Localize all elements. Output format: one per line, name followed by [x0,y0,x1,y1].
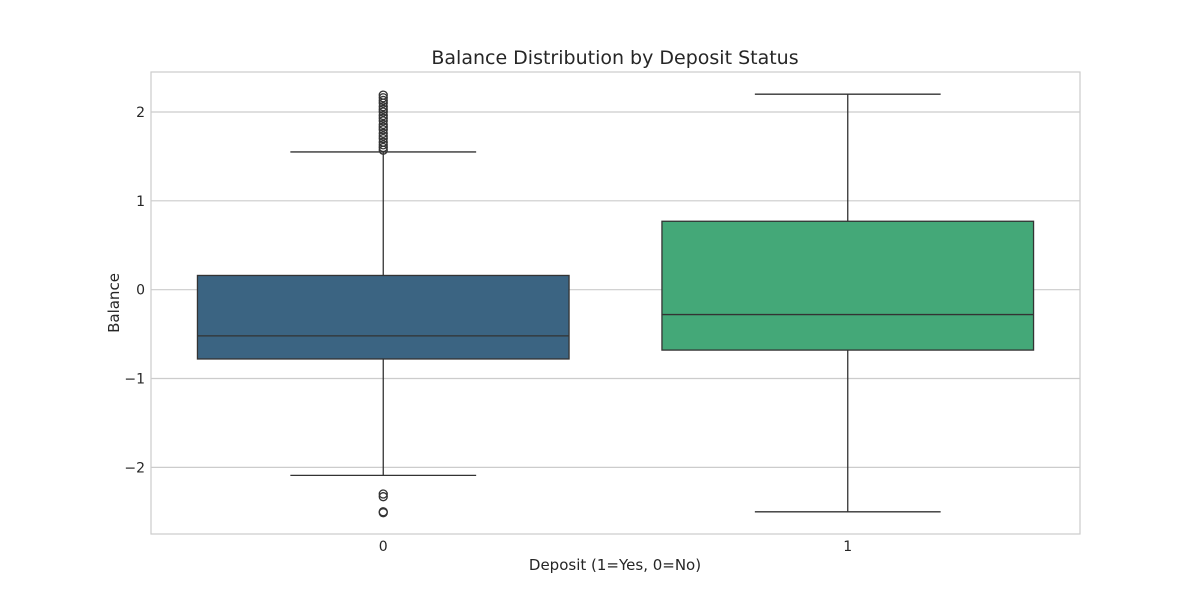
outlier-point [378,113,388,123]
outlier-point [378,489,388,499]
x-tick-label: 1 [843,539,852,555]
y-tick-label: 1 [136,194,145,210]
y-tick-label: −2 [124,460,145,476]
outlier-point [378,107,388,117]
y-tick-label: −1 [124,372,145,388]
iqr-box [196,274,570,360]
outlier-point [378,128,388,138]
outlier-point [378,90,388,100]
outlier-point [378,142,388,153]
y-axis-label: Balance [105,273,123,333]
box-group-1 [661,93,1035,513]
outlier-point [378,119,388,130]
outlier-point [378,93,388,103]
outlier-point [378,95,388,106]
outlier-point [378,110,388,121]
outlier-point [378,116,388,126]
outlier-point [378,125,388,135]
chart-title: Balance Distribution by Deposit Status [431,47,798,69]
outlier-point [378,133,388,144]
box-layer [196,90,1035,518]
x-tick-label: 0 [379,539,388,555]
y-tick-label: 2 [136,105,145,121]
outlier-point [378,492,388,502]
outlier-point [378,131,388,141]
outlier-point [378,122,388,132]
outlier-point [378,508,388,518]
plot-frame [150,71,1081,535]
iqr-box [661,220,1035,351]
y-tick-label: 0 [136,283,145,299]
tick-layer: −2 −1 0 1 2 0 1 [124,105,852,555]
outlier-point [378,140,388,150]
x-axis-label: Deposit (1=Yes, 0=No) [529,556,701,574]
outlier-point [378,137,388,147]
outlier-point [378,102,388,112]
box-group-0 [196,90,570,518]
outlier-point [378,104,388,114]
